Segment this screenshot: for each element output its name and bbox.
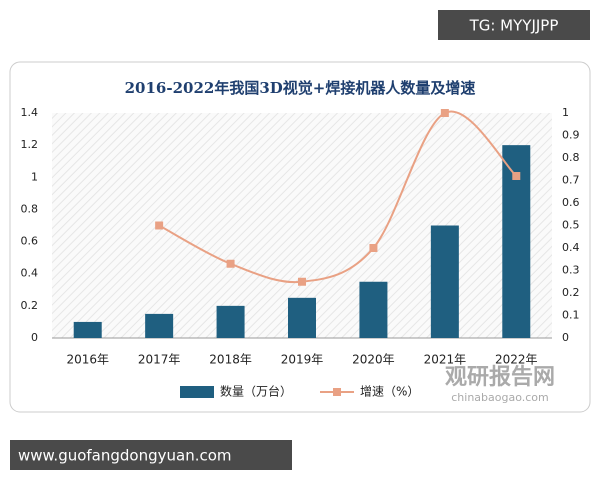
y2-tick-label: 1: [562, 106, 569, 119]
logo-cn: 观研报告网: [445, 365, 555, 390]
y-tick-label: 1: [31, 170, 38, 183]
bar: [216, 305, 245, 338]
bar: [145, 313, 174, 338]
logo-en: chinabaogao.com: [451, 391, 549, 404]
marker: [512, 172, 521, 180]
y-tick-label: 0: [31, 331, 38, 344]
legend-label: 数量（万台）: [220, 384, 292, 399]
marker: [298, 277, 306, 286]
y2-tick-label: 0.6: [562, 196, 580, 209]
bar: [288, 297, 316, 338]
x-tick-label: 2019年: [281, 353, 324, 367]
tag-box: [438, 10, 590, 40]
y2-tick-label: 0.9: [562, 129, 580, 142]
x-tick-label: 2018年: [209, 353, 252, 367]
y-tick-label: 0.2: [21, 299, 39, 312]
x-tick-label: 2021年: [424, 353, 467, 367]
site-text: www.guofangdongyuan.com: [18, 447, 232, 465]
marker: [226, 259, 235, 268]
y2-tick-label: 0.7: [562, 174, 580, 187]
y2-tick-label: 0.5: [562, 219, 580, 232]
y-tick-label: 0.4: [21, 267, 39, 280]
bar: [430, 225, 459, 338]
y2-tick-label: 0.8: [562, 151, 580, 164]
y2-tick-label: 0.4: [562, 241, 580, 254]
y-tick-label: 0.6: [21, 235, 39, 248]
x-tick-label: 2022年: [495, 353, 538, 367]
y-tick-label: 1.2: [21, 138, 39, 151]
x-tick-label: 2020年: [352, 353, 395, 367]
bar: [359, 281, 388, 338]
site-box: [10, 440, 292, 470]
y-tick-label: 1.4: [21, 106, 39, 119]
marker: [369, 244, 378, 252]
x-tick-label: 2017年: [138, 353, 181, 367]
marker: [440, 109, 449, 117]
x-tick-label: 2016年: [66, 353, 109, 367]
chart-title: 2016-2022年我国3D视觉+焊接机器人数量及增速: [125, 79, 476, 97]
legend-swatch: [333, 388, 341, 396]
y2-tick-label: 0.1: [562, 309, 580, 322]
marker: [155, 221, 164, 230]
tag-text: TG: MYYJJPP: [469, 17, 559, 35]
legend-label: 增速（%）: [360, 385, 419, 399]
y2-tick-label: 0.2: [562, 286, 580, 299]
y2-tick-label: 0: [562, 331, 569, 344]
y-tick-label: 0.8: [21, 202, 39, 215]
legend-swatch: [180, 386, 214, 398]
bar: [73, 321, 102, 338]
y2-tick-label: 0.3: [562, 264, 580, 277]
